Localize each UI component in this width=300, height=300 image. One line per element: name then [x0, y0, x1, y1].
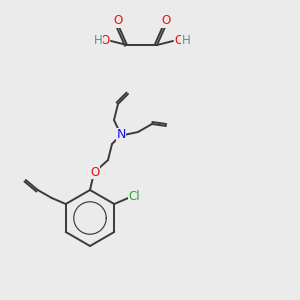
Text: H: H: [182, 34, 190, 46]
Text: O: O: [90, 166, 100, 178]
Text: O: O: [161, 14, 171, 28]
Text: O: O: [174, 34, 184, 46]
Text: O: O: [113, 14, 123, 28]
Text: Cl: Cl: [128, 190, 140, 202]
Text: H: H: [94, 34, 102, 46]
Text: N: N: [116, 128, 126, 142]
Text: O: O: [100, 34, 109, 46]
